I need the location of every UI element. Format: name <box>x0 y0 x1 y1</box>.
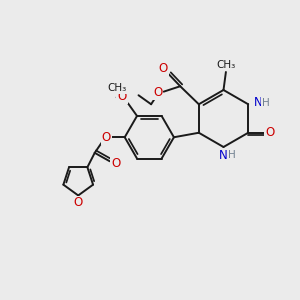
Text: N: N <box>219 149 228 162</box>
Text: O: O <box>101 131 111 144</box>
Text: O: O <box>111 157 120 170</box>
Text: H: H <box>228 150 236 161</box>
Text: O: O <box>159 62 168 75</box>
Text: N: N <box>254 96 262 109</box>
Text: CH₃: CH₃ <box>107 83 126 93</box>
Text: O: O <box>265 126 274 139</box>
Text: O: O <box>153 86 162 99</box>
Text: H: H <box>262 98 270 108</box>
Text: CH₃: CH₃ <box>216 60 236 70</box>
Text: O: O <box>117 90 127 103</box>
Text: O: O <box>73 196 82 209</box>
